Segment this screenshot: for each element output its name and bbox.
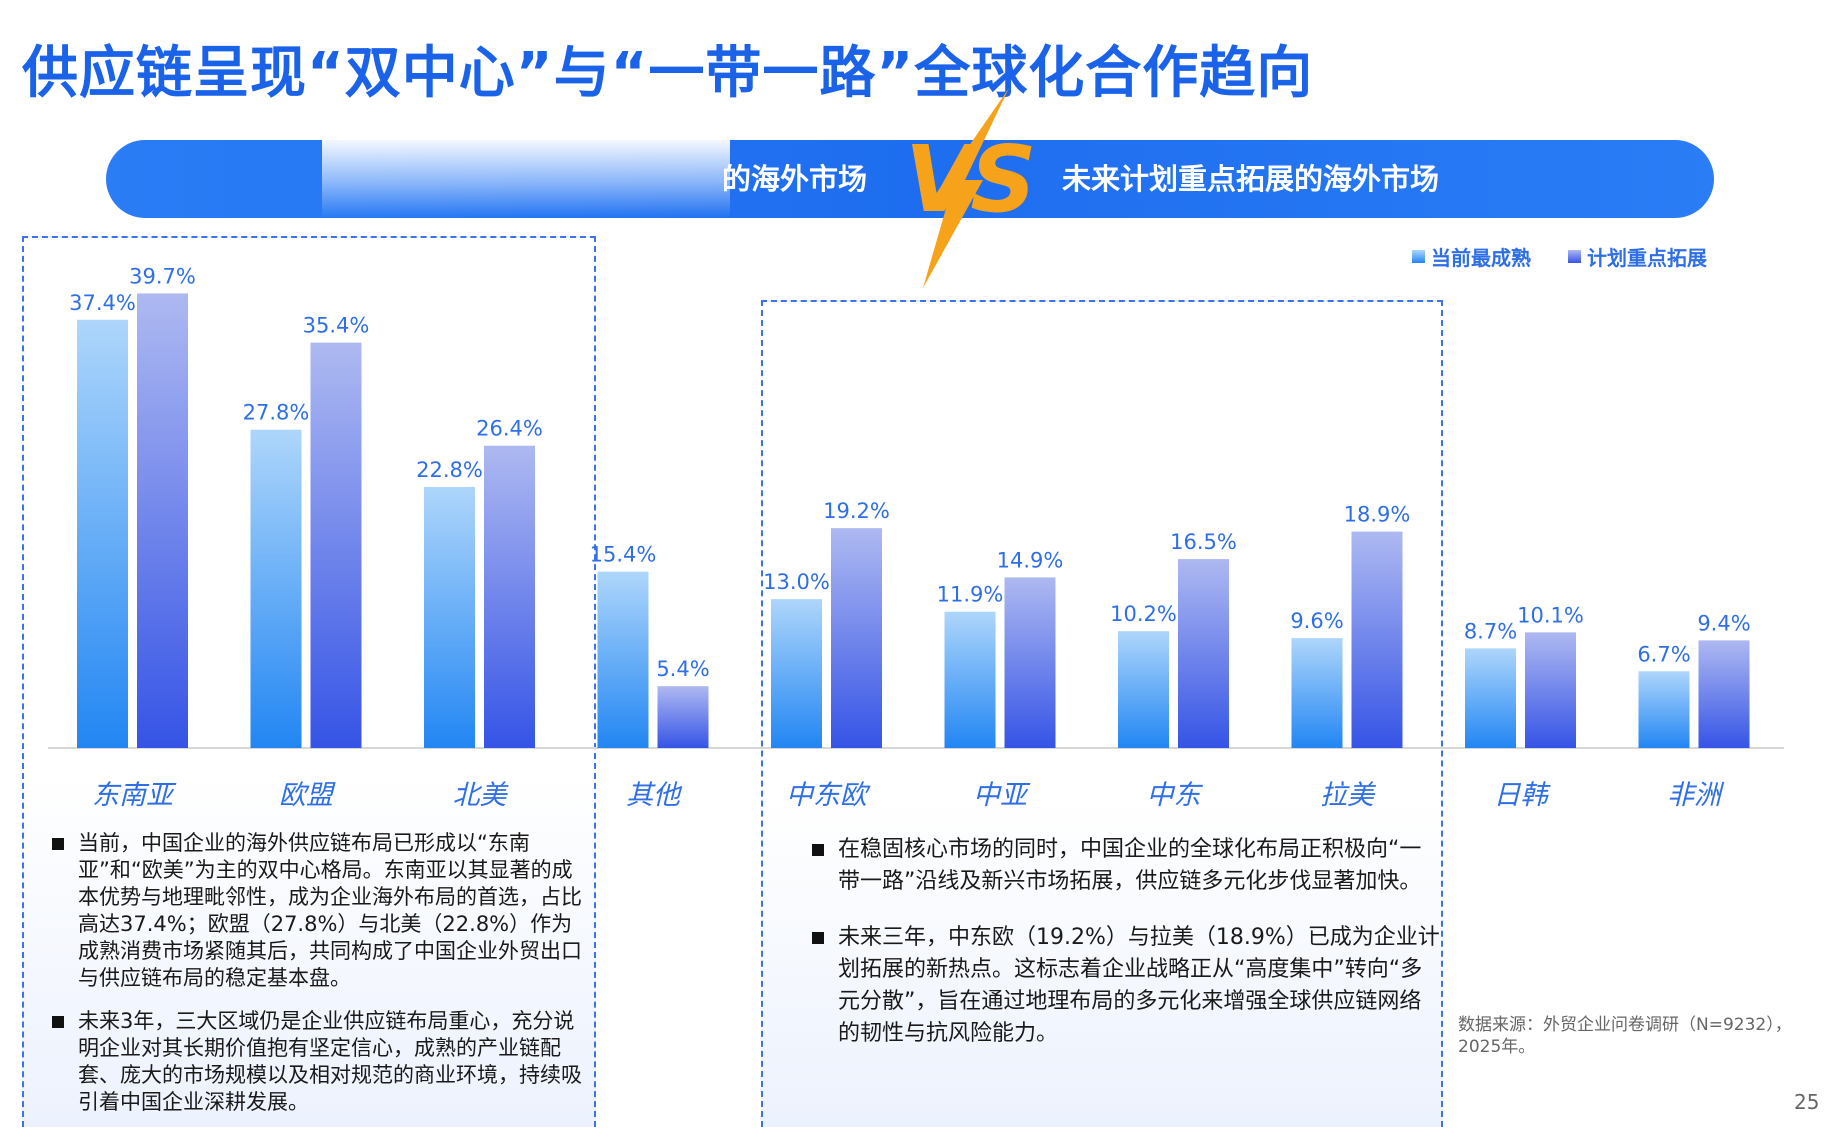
category-label-6: 中东 bbox=[1147, 780, 1204, 811]
data-label-planned-0: 39.7% bbox=[129, 264, 196, 288]
bar-planned-8 bbox=[1525, 632, 1576, 748]
core-bullet-1: 当前，中国企业的海外供应链布局已形成以“东南亚”和“欧美”为主的双中心格局。东南… bbox=[48, 830, 588, 992]
data-label-current-1: 27.8% bbox=[243, 401, 310, 425]
category-label-8: 日韩 bbox=[1494, 780, 1552, 811]
bar-planned-0 bbox=[137, 293, 188, 748]
page-number: 25 bbox=[1794, 1090, 1820, 1114]
data-label-current-6: 10.2% bbox=[1110, 602, 1177, 626]
bar-current-4 bbox=[771, 599, 822, 748]
banner-left-text: 的海外市场 bbox=[722, 162, 868, 196]
category-label-9: 非洲 bbox=[1667, 780, 1725, 811]
vs-label: VS bbox=[905, 126, 1036, 233]
bar-current-3 bbox=[597, 571, 649, 748]
page-title: 供应链呈现“双中心”与“一带一路”全球化合作趋向 bbox=[22, 41, 1314, 106]
bar-planned-3 bbox=[657, 686, 709, 748]
data-label-current-4: 13.0% bbox=[763, 570, 830, 594]
bar-current-2 bbox=[424, 486, 475, 748]
category-label-0: 东南亚 bbox=[92, 780, 177, 811]
bar-current-8 bbox=[1465, 648, 1516, 748]
category-label-7: 拉美 bbox=[1320, 780, 1377, 811]
legend-planned-label: 计划重点拓展 bbox=[1587, 246, 1707, 270]
data-label-current-8: 8.7% bbox=[1464, 619, 1517, 643]
bar-current-1 bbox=[250, 429, 302, 748]
emerging-bullet-2: 未来三年，中东欧（19.2%）与拉美（18.9%）已成为企业计划拓展的新热点。这… bbox=[808, 922, 1440, 1050]
lightning-bolt-icon bbox=[923, 88, 1009, 288]
bar-current-9 bbox=[1638, 671, 1690, 748]
data-label-current-7: 9.6% bbox=[1290, 609, 1343, 633]
data-label-planned-2: 26.4% bbox=[476, 417, 543, 441]
bar-planned-5 bbox=[1004, 577, 1056, 748]
legend-current-label: 当前最成熟 bbox=[1431, 246, 1531, 270]
bar-planned-2 bbox=[484, 445, 535, 748]
data-label-planned-5: 14.9% bbox=[997, 548, 1064, 572]
core-bullet-2: 未来3年，三大区域仍是企业供应链布局重心，充分说明企业对其长期价值抱有坚定信心，… bbox=[48, 1008, 588, 1116]
banner-glare bbox=[322, 140, 730, 218]
legend-current: 当前最成熟 bbox=[1412, 242, 1531, 271]
legend-current-swatch bbox=[1412, 250, 1425, 263]
bar-planned-6 bbox=[1178, 559, 1229, 748]
data-label-planned-8: 10.1% bbox=[1517, 603, 1584, 627]
bar-current-0 bbox=[77, 319, 128, 748]
data-label-planned-9: 9.4% bbox=[1697, 611, 1750, 635]
core-markets-bullets: 当前，中国企业的海外供应链布局已形成以“东南亚”和“欧美”为主的双中心格局。东南… bbox=[48, 830, 588, 1132]
data-label-current-9: 6.7% bbox=[1637, 642, 1690, 666]
data-label-planned-3: 5.4% bbox=[656, 657, 709, 681]
category-label-1: 欧盟 bbox=[279, 780, 336, 811]
category-label-4: 中东欧 bbox=[786, 780, 871, 811]
data-label-current-2: 22.8% bbox=[416, 458, 483, 482]
bar-current-7 bbox=[1291, 638, 1343, 748]
legend-planned: 计划重点拓展 bbox=[1568, 242, 1707, 271]
bar-current-5 bbox=[944, 611, 996, 748]
bar-planned-1 bbox=[310, 342, 362, 748]
category-label-5: 中亚 bbox=[973, 780, 1031, 811]
data-label-planned-7: 18.9% bbox=[1344, 503, 1411, 527]
data-source-note: 数据来源：外贸企业问卷调研（N=9232），2025年。 bbox=[1458, 1015, 1792, 1057]
emerging-markets-bullets: 在稳固核心市场的同时，中国企业的全球化布局正积极向“一带一路”沿线及新兴市场拓展… bbox=[808, 834, 1440, 1074]
legend-planned-swatch bbox=[1568, 250, 1581, 263]
bar-planned-7 bbox=[1351, 531, 1403, 748]
bar-planned-4 bbox=[831, 528, 882, 748]
data-label-planned-4: 19.2% bbox=[823, 499, 890, 523]
bar-planned-9 bbox=[1698, 640, 1750, 748]
data-label-planned-6: 16.5% bbox=[1170, 530, 1237, 554]
data-label-current-0: 37.4% bbox=[69, 291, 136, 315]
data-label-planned-1: 35.4% bbox=[303, 314, 370, 338]
category-label-3: 其他 bbox=[626, 780, 683, 811]
category-label-2: 北美 bbox=[453, 780, 510, 811]
emerging-bullet-1: 在稳固核心市场的同时，中国企业的全球化布局正积极向“一带一路”沿线及新兴市场拓展… bbox=[808, 834, 1440, 898]
banner-right-text: 未来计划重点拓展的海外市场 bbox=[1062, 162, 1440, 196]
data-label-current-5: 11.9% bbox=[937, 583, 1004, 607]
bar-current-6 bbox=[1118, 631, 1169, 748]
data-label-current-3: 15.4% bbox=[590, 543, 657, 567]
